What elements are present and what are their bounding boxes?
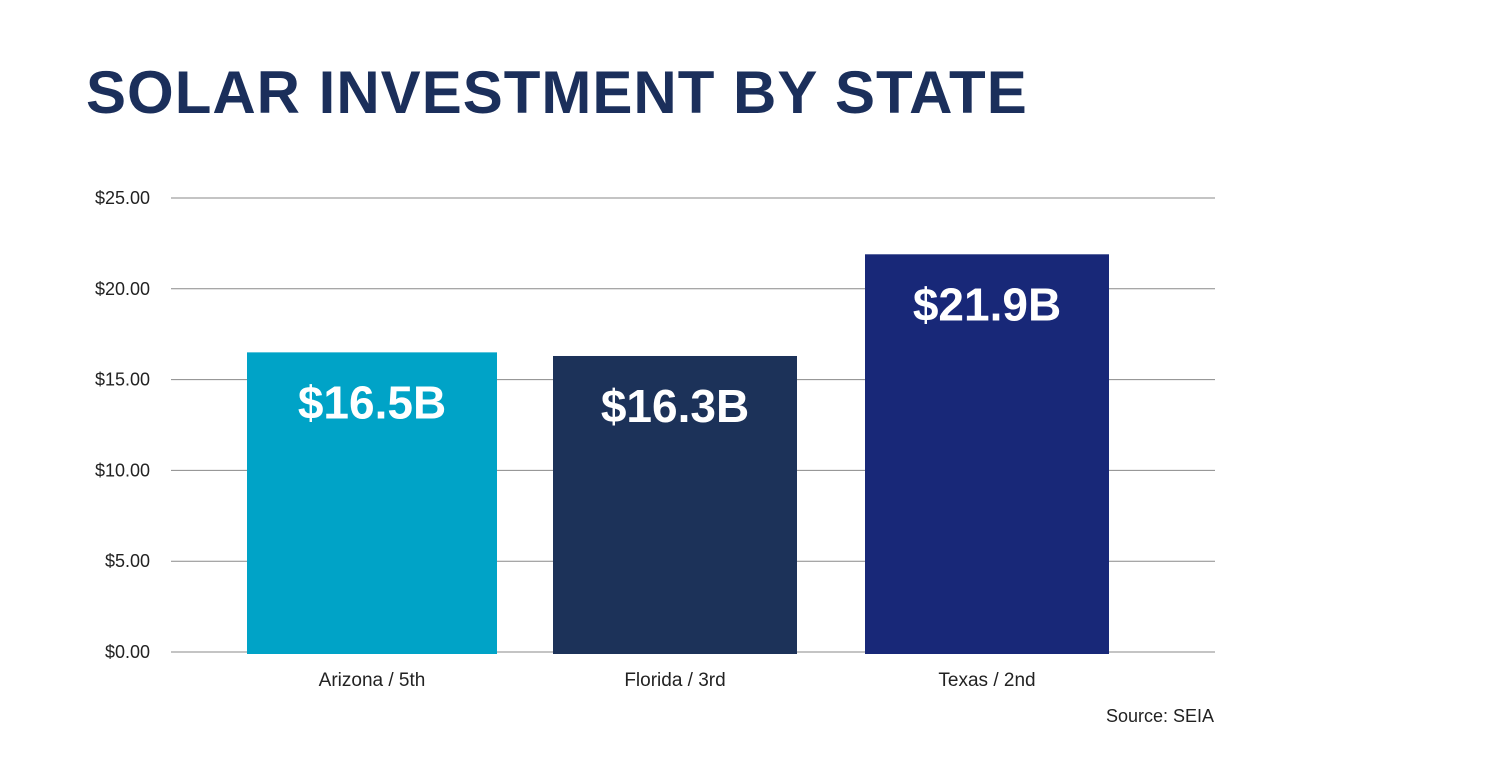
chart-title: SOLAR INVESTMENT BY STATE	[86, 59, 1028, 126]
x-tick-label: Florida / 3rd	[624, 670, 725, 691]
y-tick-label: $15.00	[95, 370, 150, 390]
data-label: $16.3B	[601, 380, 749, 432]
source-note: Source: SEIA	[1105, 706, 1214, 726]
bar	[553, 355, 797, 654]
y-tick-label: $5.00	[105, 551, 150, 571]
y-tick-label: $0.00	[105, 642, 150, 662]
y-tick-label: $20.00	[95, 279, 150, 299]
y-tick-label: $25.00	[95, 188, 150, 208]
x-tick-label: Arizona / 5th	[319, 670, 426, 691]
data-label: $16.5B	[298, 376, 446, 428]
bar	[247, 352, 497, 654]
data-label: $21.9B	[913, 278, 1061, 330]
x-tick-label: Texas / 2nd	[938, 670, 1035, 691]
bar	[865, 254, 1109, 654]
y-tick-label: $10.00	[95, 460, 150, 480]
